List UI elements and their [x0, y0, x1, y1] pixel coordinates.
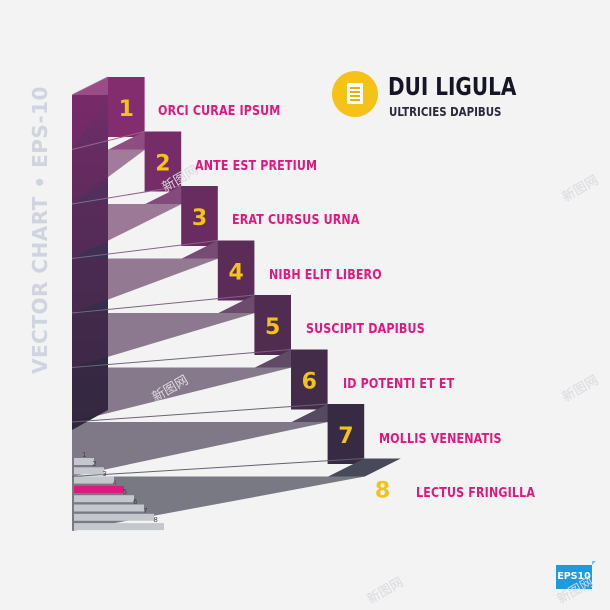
step-number: 8 — [375, 479, 390, 504]
document-icon — [332, 71, 378, 117]
mini-bar — [74, 495, 134, 503]
mini-step-number: 4 — [112, 478, 118, 487]
mini-step-number: 2 — [92, 460, 97, 469]
step-label: MOLLIS VENENATIS — [379, 430, 503, 447]
step-number: 6 — [302, 370, 317, 395]
mini-step-number: 8 — [153, 516, 158, 525]
step-front-face — [144, 131, 182, 192]
step-front-face — [291, 349, 328, 410]
mini-bar — [74, 458, 94, 465]
mini-bar — [74, 504, 144, 512]
mini-bar — [74, 476, 114, 484]
step-front-face — [217, 240, 255, 301]
step-label: ERAT CURSUS URNA — [231, 212, 360, 229]
step-number: 7 — [338, 424, 353, 449]
step-label: SUSCIPIT DAPIBUS — [305, 321, 425, 338]
mini-step-number: 6 — [133, 497, 138, 506]
step-top-face — [328, 458, 401, 477]
step-label: ORCI CURAE IPSUM — [158, 103, 281, 119]
mini-bar — [74, 485, 124, 493]
mini-bar — [74, 467, 104, 475]
step-number: 3 — [192, 206, 207, 231]
step-number: 1 — [119, 97, 134, 122]
mini-step-number: 3 — [102, 469, 107, 478]
mini-step-number: 1 — [82, 451, 87, 459]
mini-staircase-chart — [74, 458, 164, 531]
step-label: LECTUS FRINGILLA — [416, 485, 536, 502]
step-label: ANTE EST PRETIUM — [194, 157, 318, 174]
mini-bar — [74, 513, 154, 521]
header-title: DUI LIGULA — [388, 72, 517, 101]
step-number: 2 — [155, 152, 170, 177]
step-label: NIBH ELIT LIBERO — [268, 266, 382, 283]
mini-bar — [74, 523, 164, 531]
step-front-face — [254, 295, 291, 355]
step-front-face — [108, 77, 145, 137]
step-label: ID POTENTI ET ET — [342, 376, 454, 392]
header-subtitle: ULTRICIES DAPIBUS — [389, 104, 502, 119]
step-front-face — [327, 404, 365, 464]
mini-step-number: 7 — [143, 506, 148, 515]
step-number: 5 — [265, 315, 280, 340]
eps-badge: EPS10 — [556, 561, 596, 589]
step-number: 4 — [228, 261, 243, 286]
mini-step-number: 5 — [122, 488, 128, 497]
step-front-face — [181, 186, 218, 246]
